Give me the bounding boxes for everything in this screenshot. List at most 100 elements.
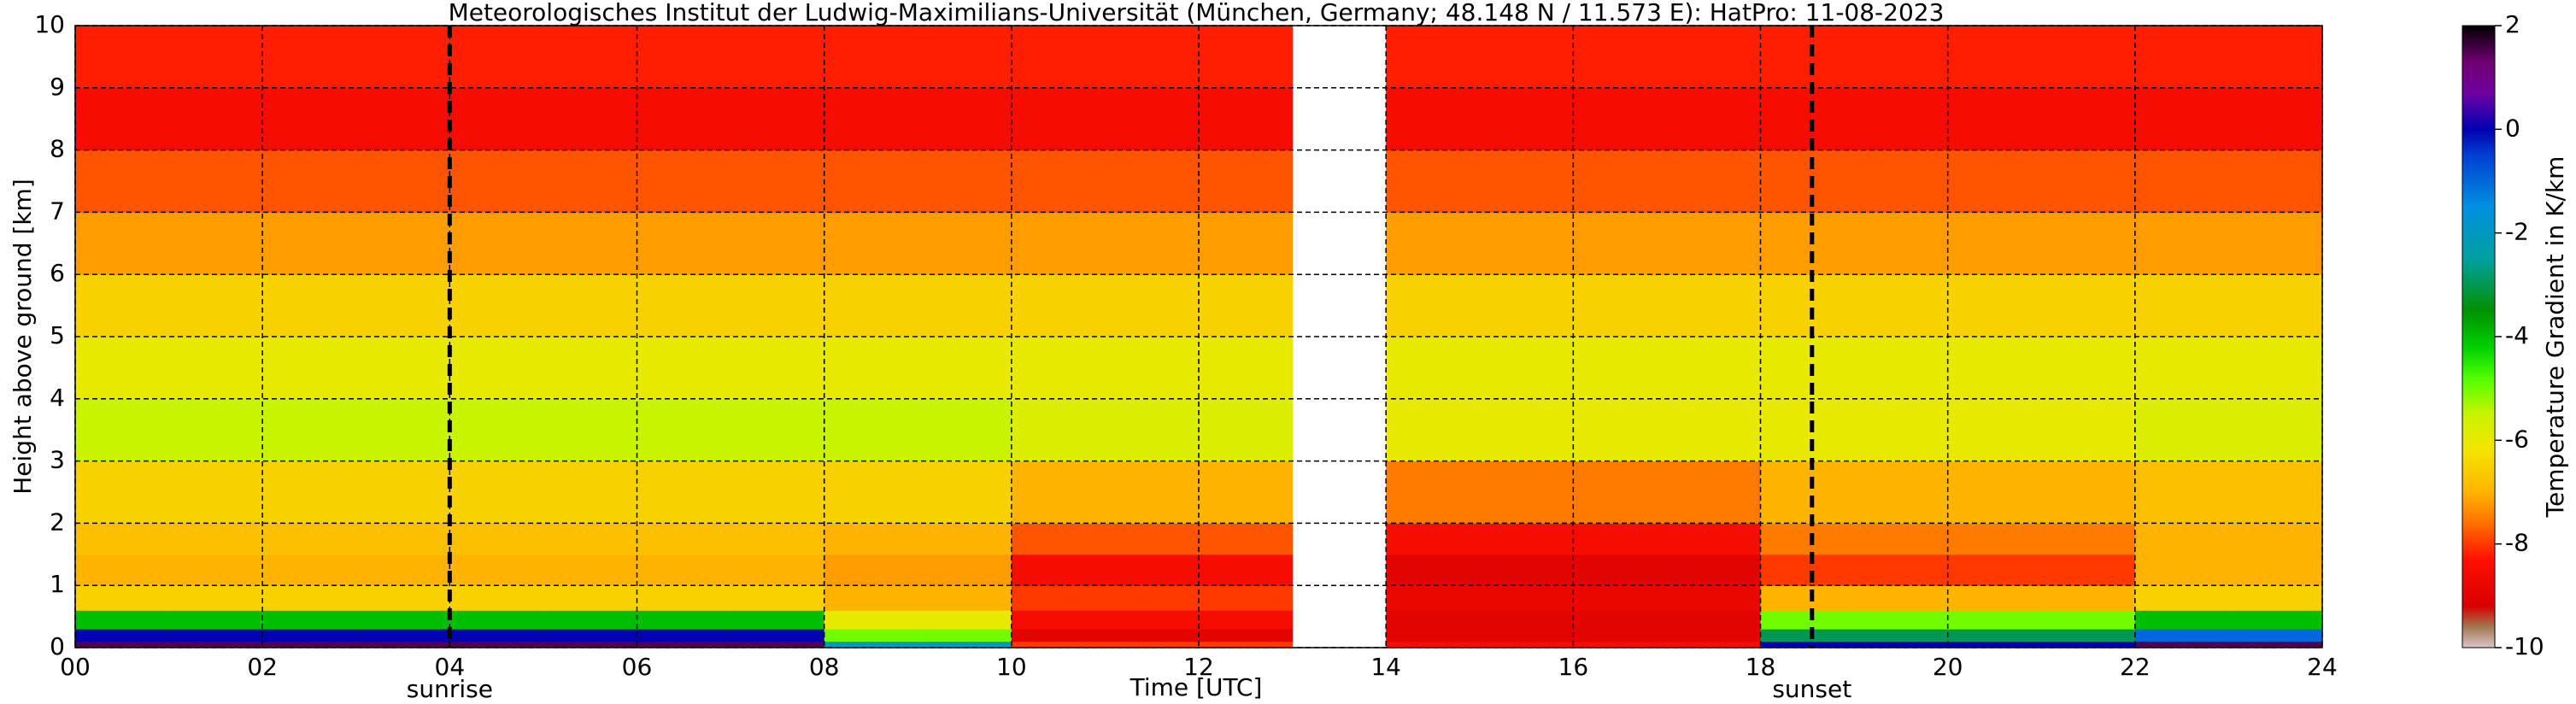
heatmap-cell — [824, 461, 918, 524]
heatmap-cell — [1760, 212, 1855, 275]
heatmap-cell — [731, 274, 825, 337]
heatmap-cell — [355, 585, 450, 611]
heatmap-cell — [1573, 554, 1668, 586]
heatmap-cell — [262, 337, 357, 400]
heatmap-cell — [1199, 585, 1294, 611]
heatmap-cell — [168, 87, 263, 151]
colorbar-tick-label: -6 — [2505, 425, 2529, 453]
heatmap-cell — [449, 554, 544, 586]
heatmap-cell — [731, 585, 825, 611]
heatmap-cell — [824, 337, 918, 400]
heatmap-cell — [1854, 274, 1949, 337]
heatmap-cell — [1479, 641, 1574, 648]
y-tick-label: 10 — [34, 10, 65, 38]
heatmap-cell — [1947, 212, 2042, 275]
heatmap-cell — [1011, 629, 1106, 642]
heatmap-cell — [75, 461, 170, 524]
x-tick-label: 08 — [809, 653, 840, 681]
heatmap-cell — [168, 585, 263, 611]
heatmap-cell — [1854, 337, 1949, 400]
x-tick-label: 14 — [1370, 653, 1401, 681]
x-tick-label: 20 — [1933, 653, 1963, 681]
heatmap-cell — [1666, 26, 1761, 89]
heatmap-cell — [1386, 585, 1481, 611]
x-tick-label: 04 — [435, 653, 466, 681]
heatmap-cell — [168, 26, 263, 89]
heatmap-cell — [2041, 629, 2136, 642]
heatmap-cell — [2228, 523, 2323, 555]
heatmap-cell — [1386, 523, 1481, 555]
heatmap-cell — [1573, 585, 1668, 611]
heatmap-cell — [1479, 337, 1574, 400]
heatmap-cell — [75, 585, 170, 611]
heatmap-cell — [1479, 398, 1574, 462]
heatmap-cell — [543, 212, 637, 275]
heatmap-cell — [1479, 274, 1574, 337]
heatmap-cell — [1105, 212, 1200, 275]
heatmap-cell — [824, 274, 918, 337]
heatmap-cell — [2041, 523, 2136, 555]
heatmap-cell — [449, 274, 544, 337]
heatmap-cell — [2228, 554, 2323, 586]
heatmap-cell — [1011, 610, 1106, 630]
heatmap-cell — [1479, 150, 1574, 213]
heatmap-cell — [824, 150, 918, 213]
heatmap-cell — [168, 461, 263, 524]
heatmap-cell — [1947, 26, 2042, 89]
heatmap-cell — [918, 629, 1012, 642]
heatmap-cell — [75, 150, 170, 213]
y-tick-label: 0 — [50, 632, 65, 660]
x-tick-label: 10 — [996, 653, 1027, 681]
heatmap-cell — [449, 461, 544, 524]
heatmap-cell — [543, 641, 637, 648]
heatmap-cell — [2041, 150, 2136, 213]
heatmap-cell — [1105, 87, 1200, 151]
heatmap-cell — [449, 26, 544, 89]
heatmap-cell — [1386, 461, 1481, 524]
heatmap-cell — [449, 585, 544, 611]
heatmap-cell — [637, 87, 731, 151]
x-tick-label: 22 — [2120, 653, 2151, 681]
heatmap-cell — [1386, 150, 1481, 213]
heatmap-cell — [731, 212, 825, 275]
heatmap-cell — [1199, 523, 1294, 555]
x-tick-label: 00 — [60, 653, 91, 681]
heatmap-cell — [1386, 26, 1481, 89]
heatmap-cell — [1854, 212, 1949, 275]
y-tick-label: 5 — [50, 321, 65, 349]
heatmap-cell — [2228, 212, 2323, 275]
heatmap-cell — [75, 26, 170, 89]
heatmap-cell — [1105, 461, 1200, 524]
heatmap-cell — [918, 554, 1012, 586]
heatmap-cell — [543, 26, 637, 89]
heatmap-cell — [168, 274, 263, 337]
heatmap-cell — [2134, 461, 2229, 524]
heatmap-cell — [824, 398, 918, 462]
heatmap-cell — [75, 398, 170, 462]
x-tick-label: 18 — [1746, 653, 1776, 681]
heatmap-cell — [1011, 641, 1106, 648]
heatmap-cell — [1854, 87, 1949, 151]
heatmap-cell — [355, 150, 450, 213]
heatmap-cell — [262, 461, 357, 524]
heatmap-cell — [1760, 150, 1855, 213]
heatmap-cell — [1666, 150, 1761, 213]
heatmap-cell — [168, 523, 263, 555]
heatmap-cell — [1666, 610, 1761, 630]
heatmap-cell — [2041, 461, 2136, 524]
colorbar-tick-label: -10 — [2505, 632, 2544, 660]
heatmap-cell — [637, 212, 731, 275]
heatmap-cell — [824, 26, 918, 89]
heatmap-cell — [1573, 212, 1668, 275]
heatmap-cell — [824, 610, 918, 630]
heatmap-cell — [918, 274, 1012, 337]
heatmap-cell — [2041, 641, 2136, 648]
heatmap-cell — [1199, 554, 1294, 586]
heatmap-cell — [1105, 398, 1200, 462]
heatmap-cell — [1666, 398, 1761, 462]
plot-frame — [74, 25, 2323, 648]
heatmap-cell — [449, 398, 544, 462]
heatmap-cell — [2228, 398, 2323, 462]
heatmap-cell — [1947, 629, 2042, 642]
heatmap-cell — [262, 554, 357, 586]
